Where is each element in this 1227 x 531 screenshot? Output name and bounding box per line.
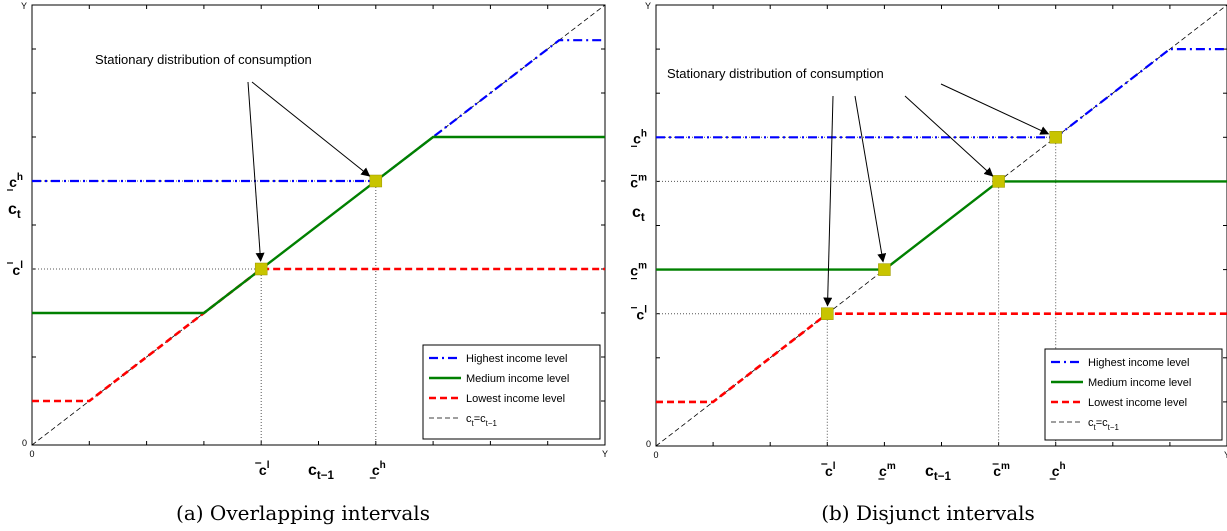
- x-tick-label: ch: [1049, 461, 1066, 480]
- x-tick-label-text: ch: [372, 460, 386, 478]
- series-line-1: [32, 135, 605, 315]
- axis-origin-label-y: 0: [646, 439, 651, 449]
- x-tick-label: ch: [369, 460, 386, 479]
- x-max-label: Y: [1224, 450, 1227, 460]
- stationary-point-marker: [369, 174, 383, 188]
- y-tick-label-text: ch: [633, 128, 647, 146]
- legend-box: [1044, 348, 1223, 441]
- caption-a: (a) Overlapping intervals: [176, 501, 430, 525]
- legend: Highest income level Medium income level L…: [422, 344, 601, 440]
- annotation-arrow: [940, 83, 1050, 135]
- stationary-point-marker: [1049, 131, 1062, 144]
- annotation-arrow: [247, 81, 265, 262]
- stationary-point-marker: [254, 262, 268, 276]
- axis-origin-label-x: 0: [29, 449, 34, 459]
- stationary-point-marker: [821, 307, 834, 320]
- y-tick-label-text: cl: [636, 305, 647, 323]
- y-tick-label-text: ch: [9, 172, 23, 190]
- legend-label: Highest income level: [1088, 357, 1190, 369]
- x-tick-label-text: cm: [879, 461, 896, 479]
- legend-label: Lowest income level: [1088, 397, 1187, 409]
- legend: Highest income level Medium income level L…: [1044, 348, 1223, 441]
- axis-origin-label-y: 0: [22, 438, 27, 448]
- legend-label: Lowest income level: [466, 393, 565, 405]
- y-axis-label: ct: [632, 204, 645, 224]
- x-tick-label-text: cm: [993, 461, 1010, 479]
- stationary-point-marker: [878, 263, 891, 276]
- y-tick-label-text: cl: [12, 260, 23, 278]
- chart-panel-a: Stationary distribution of consumption 00…: [7, 1, 608, 482]
- x-axis-label: ct−1: [925, 463, 951, 483]
- annotation-arrow: [904, 95, 994, 177]
- series-line-1: [656, 180, 1227, 271]
- y-tick-label: cl: [631, 305, 647, 323]
- legend-label: ct=ct−1: [1088, 417, 1119, 432]
- y-axis-label: ct: [8, 201, 21, 221]
- y-tick-label: ch: [631, 128, 647, 147]
- x-tick-label: cl: [821, 461, 836, 479]
- caption-b: (b) Disjunct intervals: [821, 501, 1035, 525]
- series-line-2: [656, 312, 1227, 404]
- legend-label: Medium income level: [1088, 377, 1191, 389]
- x-tick-label: cl: [255, 460, 270, 478]
- y-tick-label-text: cm: [630, 172, 647, 190]
- x-max-label: Y: [602, 449, 608, 459]
- legend-box: [422, 344, 601, 440]
- annotation-text: Stationary distribution of consumption: [95, 52, 312, 67]
- y-max-label: Y: [645, 1, 651, 11]
- x-axis-label: ct−1: [308, 462, 334, 482]
- annotation-arrow: [823, 95, 834, 307]
- series-line-0: [656, 47, 1227, 139]
- annotation-text: Stationary distribution of consumption: [667, 66, 884, 81]
- chart-panel-b: Stationary distribution of consumption 00…: [630, 1, 1227, 483]
- x-tick-label-text: cl: [259, 460, 270, 478]
- x-tick-label-text: cl: [825, 461, 836, 479]
- stationary-point-marker: [992, 175, 1005, 188]
- series-line-2: [32, 267, 605, 403]
- legend-label: ct=ct−1: [466, 413, 497, 428]
- x-tick-label-text: ch: [1052, 461, 1066, 479]
- y-tick-label: cm: [630, 172, 647, 190]
- y-tick-label: cm: [630, 261, 647, 280]
- annotation-arrow: [251, 81, 371, 177]
- y-tick-label: cl: [7, 260, 23, 278]
- y-max-label: Y: [21, 1, 27, 11]
- x-tick-label: cm: [878, 461, 896, 480]
- axis-origin-label-x: 0: [653, 450, 658, 460]
- legend-label: Medium income level: [466, 373, 569, 385]
- x-tick-label: cm: [992, 461, 1010, 479]
- y-tick-label-text: cm: [630, 261, 647, 279]
- annotation-arrow: [854, 95, 887, 263]
- series-line-0: [32, 39, 605, 183]
- y-tick-label: ch: [7, 172, 23, 191]
- legend-label: Highest income level: [466, 353, 568, 365]
